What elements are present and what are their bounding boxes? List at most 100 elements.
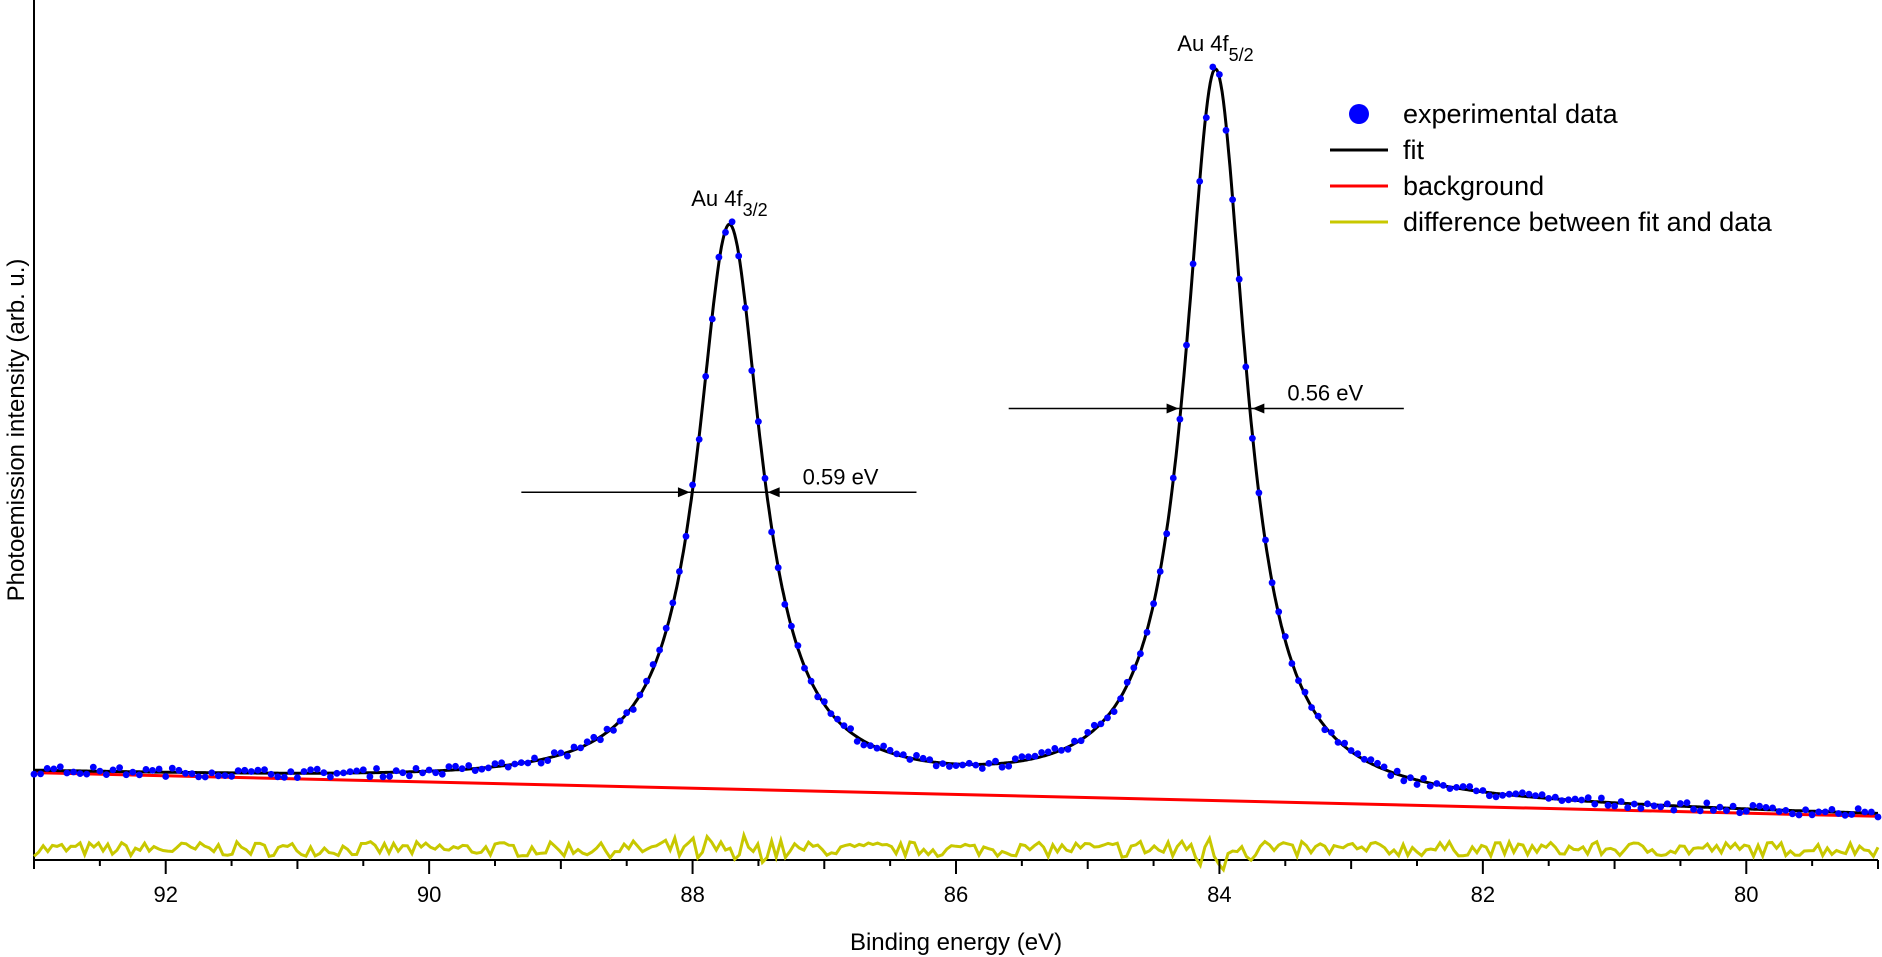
data-point bbox=[557, 749, 565, 757]
data-point bbox=[965, 759, 973, 767]
data-point bbox=[1505, 790, 1513, 798]
data-point bbox=[1584, 794, 1592, 802]
data-point bbox=[1051, 745, 1059, 752]
data-point bbox=[1354, 750, 1362, 758]
legend-marker-points bbox=[1349, 104, 1369, 124]
data-point bbox=[517, 759, 525, 766]
data-point bbox=[83, 770, 91, 778]
data-point bbox=[1229, 196, 1236, 204]
data-point bbox=[498, 759, 505, 767]
data-point bbox=[781, 601, 789, 608]
data-point bbox=[1861, 808, 1869, 816]
data-point bbox=[814, 693, 822, 701]
data-point bbox=[1644, 800, 1651, 808]
data-point bbox=[1242, 363, 1250, 371]
data-point bbox=[1538, 791, 1546, 799]
legend-entry-difference: difference between fit and data bbox=[1330, 207, 1773, 237]
data-point bbox=[399, 769, 407, 777]
x-tick-label: 82 bbox=[1471, 882, 1495, 907]
data-point bbox=[1393, 767, 1401, 775]
data-point bbox=[1815, 808, 1823, 816]
data-point bbox=[1611, 802, 1618, 810]
data-point bbox=[201, 773, 209, 781]
data-point bbox=[1137, 650, 1144, 658]
data-point bbox=[228, 773, 236, 780]
data-point bbox=[1275, 608, 1283, 616]
data-point bbox=[1696, 807, 1704, 815]
x-tick-label: 90 bbox=[417, 882, 441, 907]
data-point bbox=[1163, 530, 1171, 538]
data-point bbox=[853, 738, 861, 745]
data-point bbox=[1512, 790, 1520, 798]
data-point bbox=[327, 773, 334, 781]
data-point bbox=[919, 754, 927, 762]
data-point bbox=[1130, 664, 1138, 672]
data-point bbox=[807, 677, 815, 685]
data-point bbox=[1110, 708, 1118, 715]
data-point bbox=[1571, 795, 1579, 803]
data-point bbox=[1808, 811, 1816, 819]
fwhm-arrow-left bbox=[677, 487, 690, 498]
data-point bbox=[722, 228, 729, 236]
data-point bbox=[1630, 800, 1638, 808]
data-point bbox=[195, 773, 203, 781]
data-point bbox=[860, 741, 868, 749]
data-point bbox=[267, 770, 275, 778]
data-point bbox=[689, 481, 696, 489]
data-point bbox=[1729, 802, 1737, 810]
data-point bbox=[168, 764, 176, 772]
data-point bbox=[774, 564, 782, 572]
data-point bbox=[886, 746, 894, 754]
data-point bbox=[847, 725, 854, 732]
data-point bbox=[623, 709, 631, 717]
data-point bbox=[1413, 781, 1421, 788]
data-point bbox=[1499, 791, 1506, 799]
peak-label: Au 4f3/2 bbox=[691, 186, 767, 220]
data-point bbox=[109, 766, 117, 774]
data-point bbox=[1551, 793, 1559, 801]
data-point bbox=[247, 768, 255, 775]
data-point bbox=[1742, 807, 1750, 815]
data-point bbox=[366, 773, 374, 781]
data-point bbox=[392, 767, 400, 775]
fit-line bbox=[34, 66, 1878, 815]
data-point bbox=[70, 768, 77, 776]
data-point bbox=[37, 770, 44, 778]
data-point bbox=[998, 763, 1006, 771]
data-point bbox=[1341, 739, 1348, 747]
data-point bbox=[1044, 748, 1052, 756]
data-point bbox=[1453, 784, 1460, 791]
data-point bbox=[419, 769, 426, 777]
data-point bbox=[1525, 790, 1533, 798]
legend-label-experimental-data: experimental data bbox=[1403, 99, 1619, 129]
data-point bbox=[182, 769, 189, 777]
data-point bbox=[1670, 806, 1678, 814]
data-point bbox=[748, 367, 756, 374]
fwhm-arrow-right bbox=[767, 487, 780, 498]
data-point bbox=[208, 769, 216, 777]
data-point bbox=[471, 767, 479, 774]
data-point bbox=[465, 762, 473, 769]
data-point bbox=[1565, 796, 1572, 804]
x-tick-label: 80 bbox=[1734, 882, 1758, 907]
data-point bbox=[1446, 785, 1454, 792]
data-point bbox=[610, 727, 617, 734]
data-point bbox=[1255, 489, 1263, 497]
data-point bbox=[1637, 804, 1645, 812]
data-point bbox=[1762, 804, 1770, 811]
data-point bbox=[1466, 783, 1474, 790]
data-point bbox=[1104, 714, 1111, 722]
data-point bbox=[1222, 126, 1230, 134]
data-point bbox=[386, 773, 393, 780]
data-point bbox=[1690, 806, 1697, 813]
data-point bbox=[76, 770, 84, 777]
data-point bbox=[985, 760, 993, 767]
data-point bbox=[63, 769, 71, 777]
data-point bbox=[682, 532, 690, 540]
background-curve-layer bbox=[33, 771, 1879, 818]
data-point bbox=[1090, 721, 1098, 729]
data-point bbox=[662, 624, 670, 632]
data-point bbox=[544, 757, 552, 764]
data-point bbox=[221, 772, 229, 779]
